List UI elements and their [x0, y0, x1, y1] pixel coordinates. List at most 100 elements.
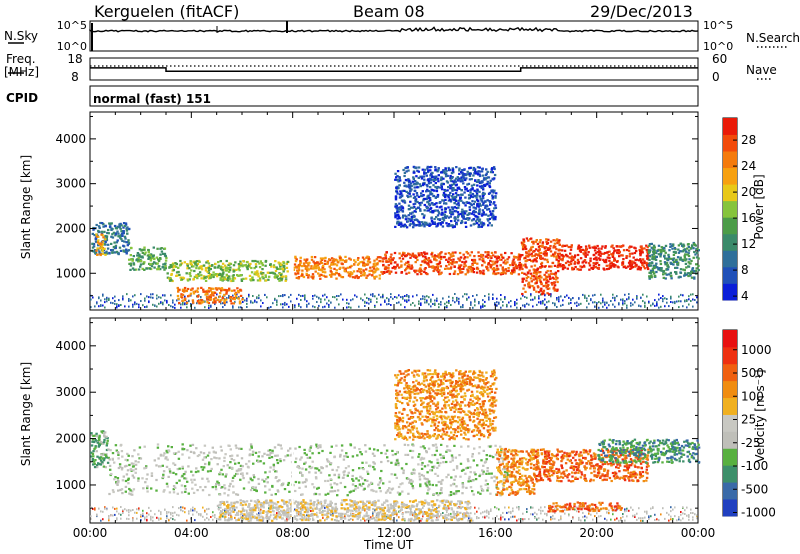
power-cell [92, 296, 94, 299]
power-cell [493, 189, 496, 192]
power-cell [189, 261, 192, 265]
power-cell [612, 247, 615, 250]
velocity-cell [124, 508, 126, 511]
power-cell [436, 218, 440, 221]
power-cell [426, 201, 429, 204]
velocity-cell [672, 508, 674, 511]
power-cell [482, 211, 485, 214]
power-cell [388, 271, 392, 274]
power-cell [390, 253, 393, 256]
power-cell [422, 199, 425, 202]
power-cell [535, 279, 539, 282]
power-cell [200, 274, 203, 277]
power-cell [402, 251, 405, 254]
power-cell [620, 298, 622, 301]
power-cell [457, 202, 460, 205]
power-cell [229, 297, 232, 300]
velocity-cell [620, 517, 622, 520]
power-cell [101, 252, 105, 255]
power-cell [535, 260, 538, 263]
power-cell [346, 271, 350, 274]
velocity-cell [306, 514, 308, 517]
velocity-cell [446, 517, 448, 520]
velocity-cell [208, 507, 210, 510]
power-cell [205, 290, 208, 294]
power-cell [520, 266, 523, 269]
power-cell [233, 269, 236, 272]
power-cell [592, 264, 595, 267]
power-cell [457, 219, 460, 222]
power-cell [562, 264, 565, 267]
power-cell [542, 300, 544, 302]
noise-ytick-top: 10^5 [57, 19, 87, 32]
power-cell [256, 301, 258, 304]
velocity-cell [110, 514, 112, 517]
power-cell [695, 263, 698, 266]
power-cell [122, 297, 124, 300]
power-cell [476, 172, 479, 175]
power-cell [608, 304, 610, 307]
power-cell [690, 259, 693, 262]
power-cell [687, 265, 691, 268]
power-cell [456, 298, 458, 301]
power-cell [318, 262, 321, 265]
velocity-cell [636, 518, 638, 521]
power-cell [451, 263, 454, 266]
power-cell [217, 298, 220, 301]
power-cell [307, 264, 310, 267]
power-cell [444, 252, 447, 255]
velocity-cell [138, 508, 140, 511]
power-cell [91, 246, 95, 249]
nave-label: Nave [746, 63, 777, 77]
power-cell [447, 186, 450, 189]
power-cell [128, 258, 131, 261]
power-cell [260, 272, 263, 275]
power-cell [330, 257, 334, 260]
power-cell [438, 269, 441, 272]
power-cell [630, 245, 633, 248]
velocity-cell [258, 507, 260, 510]
power-cell [440, 301, 442, 303]
power-cell [134, 303, 136, 306]
velocity-cell [518, 507, 520, 510]
power-cell [662, 270, 665, 273]
power-cell [660, 305, 662, 308]
power-cell [553, 264, 557, 267]
velocity-cell [432, 506, 434, 509]
velocity-cell [312, 517, 314, 520]
power-cell [128, 298, 130, 300]
power-cell [200, 299, 203, 302]
power-cell [503, 271, 506, 274]
power-cell [423, 225, 426, 228]
power-cell [414, 254, 417, 257]
power-cell [506, 304, 508, 307]
power-cell [489, 259, 492, 262]
power-cell [197, 267, 201, 270]
power-cell [628, 252, 632, 255]
power-cell [482, 188, 485, 191]
power-cell [107, 228, 110, 232]
power-cell [641, 251, 644, 254]
velocity-cell [618, 519, 620, 522]
velocity-cell [516, 506, 518, 509]
velocity-cell [510, 516, 512, 519]
power-cell [686, 247, 689, 250]
power-cell [544, 284, 548, 287]
power-cell [190, 288, 193, 292]
power-cell [522, 304, 524, 307]
power-cell [548, 265, 551, 268]
power-cell [408, 192, 411, 195]
power-cell [486, 170, 489, 173]
velocity-cell [522, 512, 524, 515]
power-cell [597, 247, 600, 250]
power-cell [648, 276, 651, 279]
power-cell [477, 180, 480, 183]
power-cell [220, 302, 222, 305]
power-cell [697, 257, 700, 260]
power-cell [138, 306, 140, 309]
velocity-cell [164, 508, 166, 511]
power-cell [574, 265, 577, 269]
power-cell [470, 301, 472, 304]
power-cell [498, 302, 500, 305]
power-cell [455, 261, 458, 264]
